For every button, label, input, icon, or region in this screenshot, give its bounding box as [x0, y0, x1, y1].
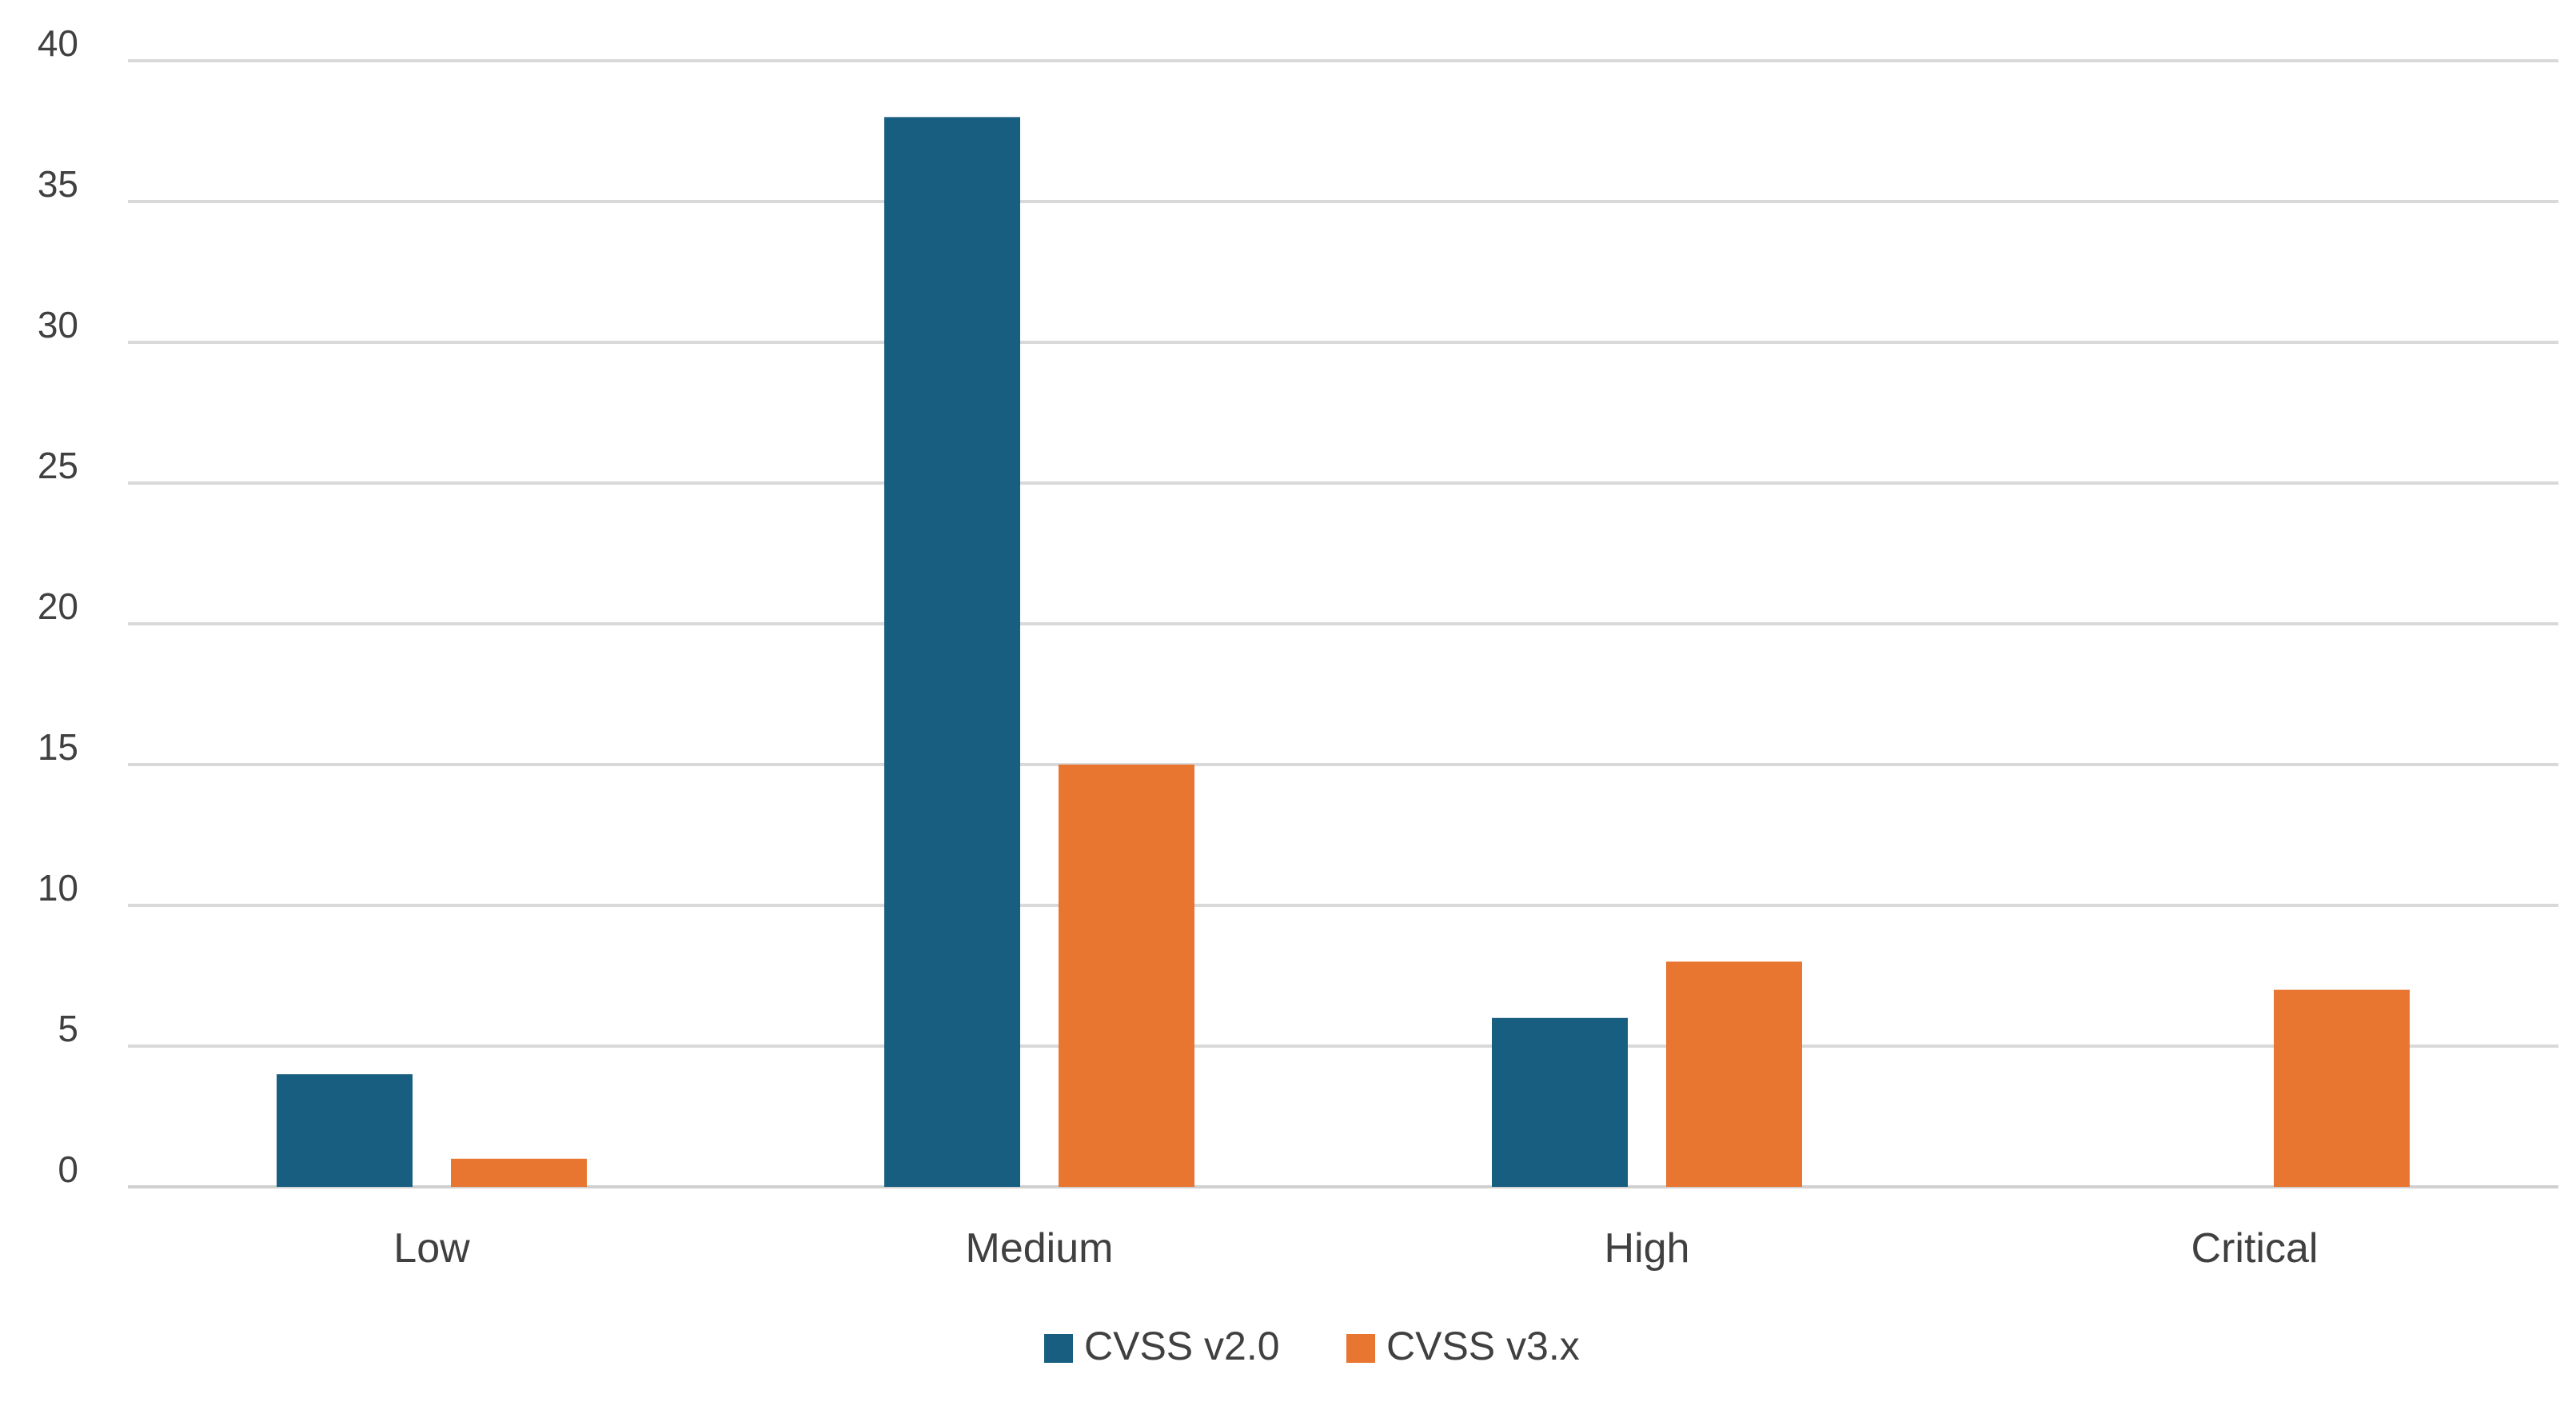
x-category-label: High	[1605, 1225, 1690, 1272]
legend-label: CVSS v3.x	[1386, 1324, 1580, 1368]
legend-label: CVSS v2.0	[1084, 1324, 1280, 1368]
gridlines	[128, 59, 2558, 1188]
legend-swatch	[1346, 1334, 1375, 1363]
y-tick-label: 15	[38, 726, 78, 768]
y-tick-label: 10	[38, 867, 78, 909]
y-tick-label: 35	[38, 163, 78, 205]
bar-high-cvss-v3-x	[1666, 961, 1802, 1187]
bar-medium-cvss-v3-x	[1059, 765, 1194, 1187]
y-tick-label: 0	[58, 1148, 78, 1190]
x-category-label: Medium	[966, 1225, 1114, 1272]
legend: CVSS v2.0 CVSS v3.x	[1044, 1324, 1580, 1368]
y-tick-label: 30	[38, 304, 78, 346]
y-tick-label: 20	[38, 585, 78, 627]
x-axis-category-labels: Low Medium High Critical	[393, 1225, 2318, 1272]
y-tick-label: 5	[58, 1008, 78, 1049]
bar-high-cvss-v2-0	[1492, 1017, 1628, 1187]
y-axis-tick-labels: 0 5 10 15 20 25 30 35 40	[38, 22, 78, 1190]
bar-low-cvss-v3-x	[451, 1158, 587, 1187]
y-tick-label: 25	[38, 445, 78, 486]
bar-critical-cvss-v3-x	[2274, 989, 2410, 1187]
y-tick-label: 40	[38, 22, 78, 64]
x-category-label: Low	[393, 1225, 470, 1272]
bar-medium-cvss-v2-0	[884, 117, 1020, 1187]
legend-swatch	[1044, 1334, 1073, 1363]
bar-low-cvss-v2-0	[277, 1074, 413, 1187]
x-category-label: Critical	[2191, 1225, 2319, 1272]
bars	[277, 117, 2410, 1187]
